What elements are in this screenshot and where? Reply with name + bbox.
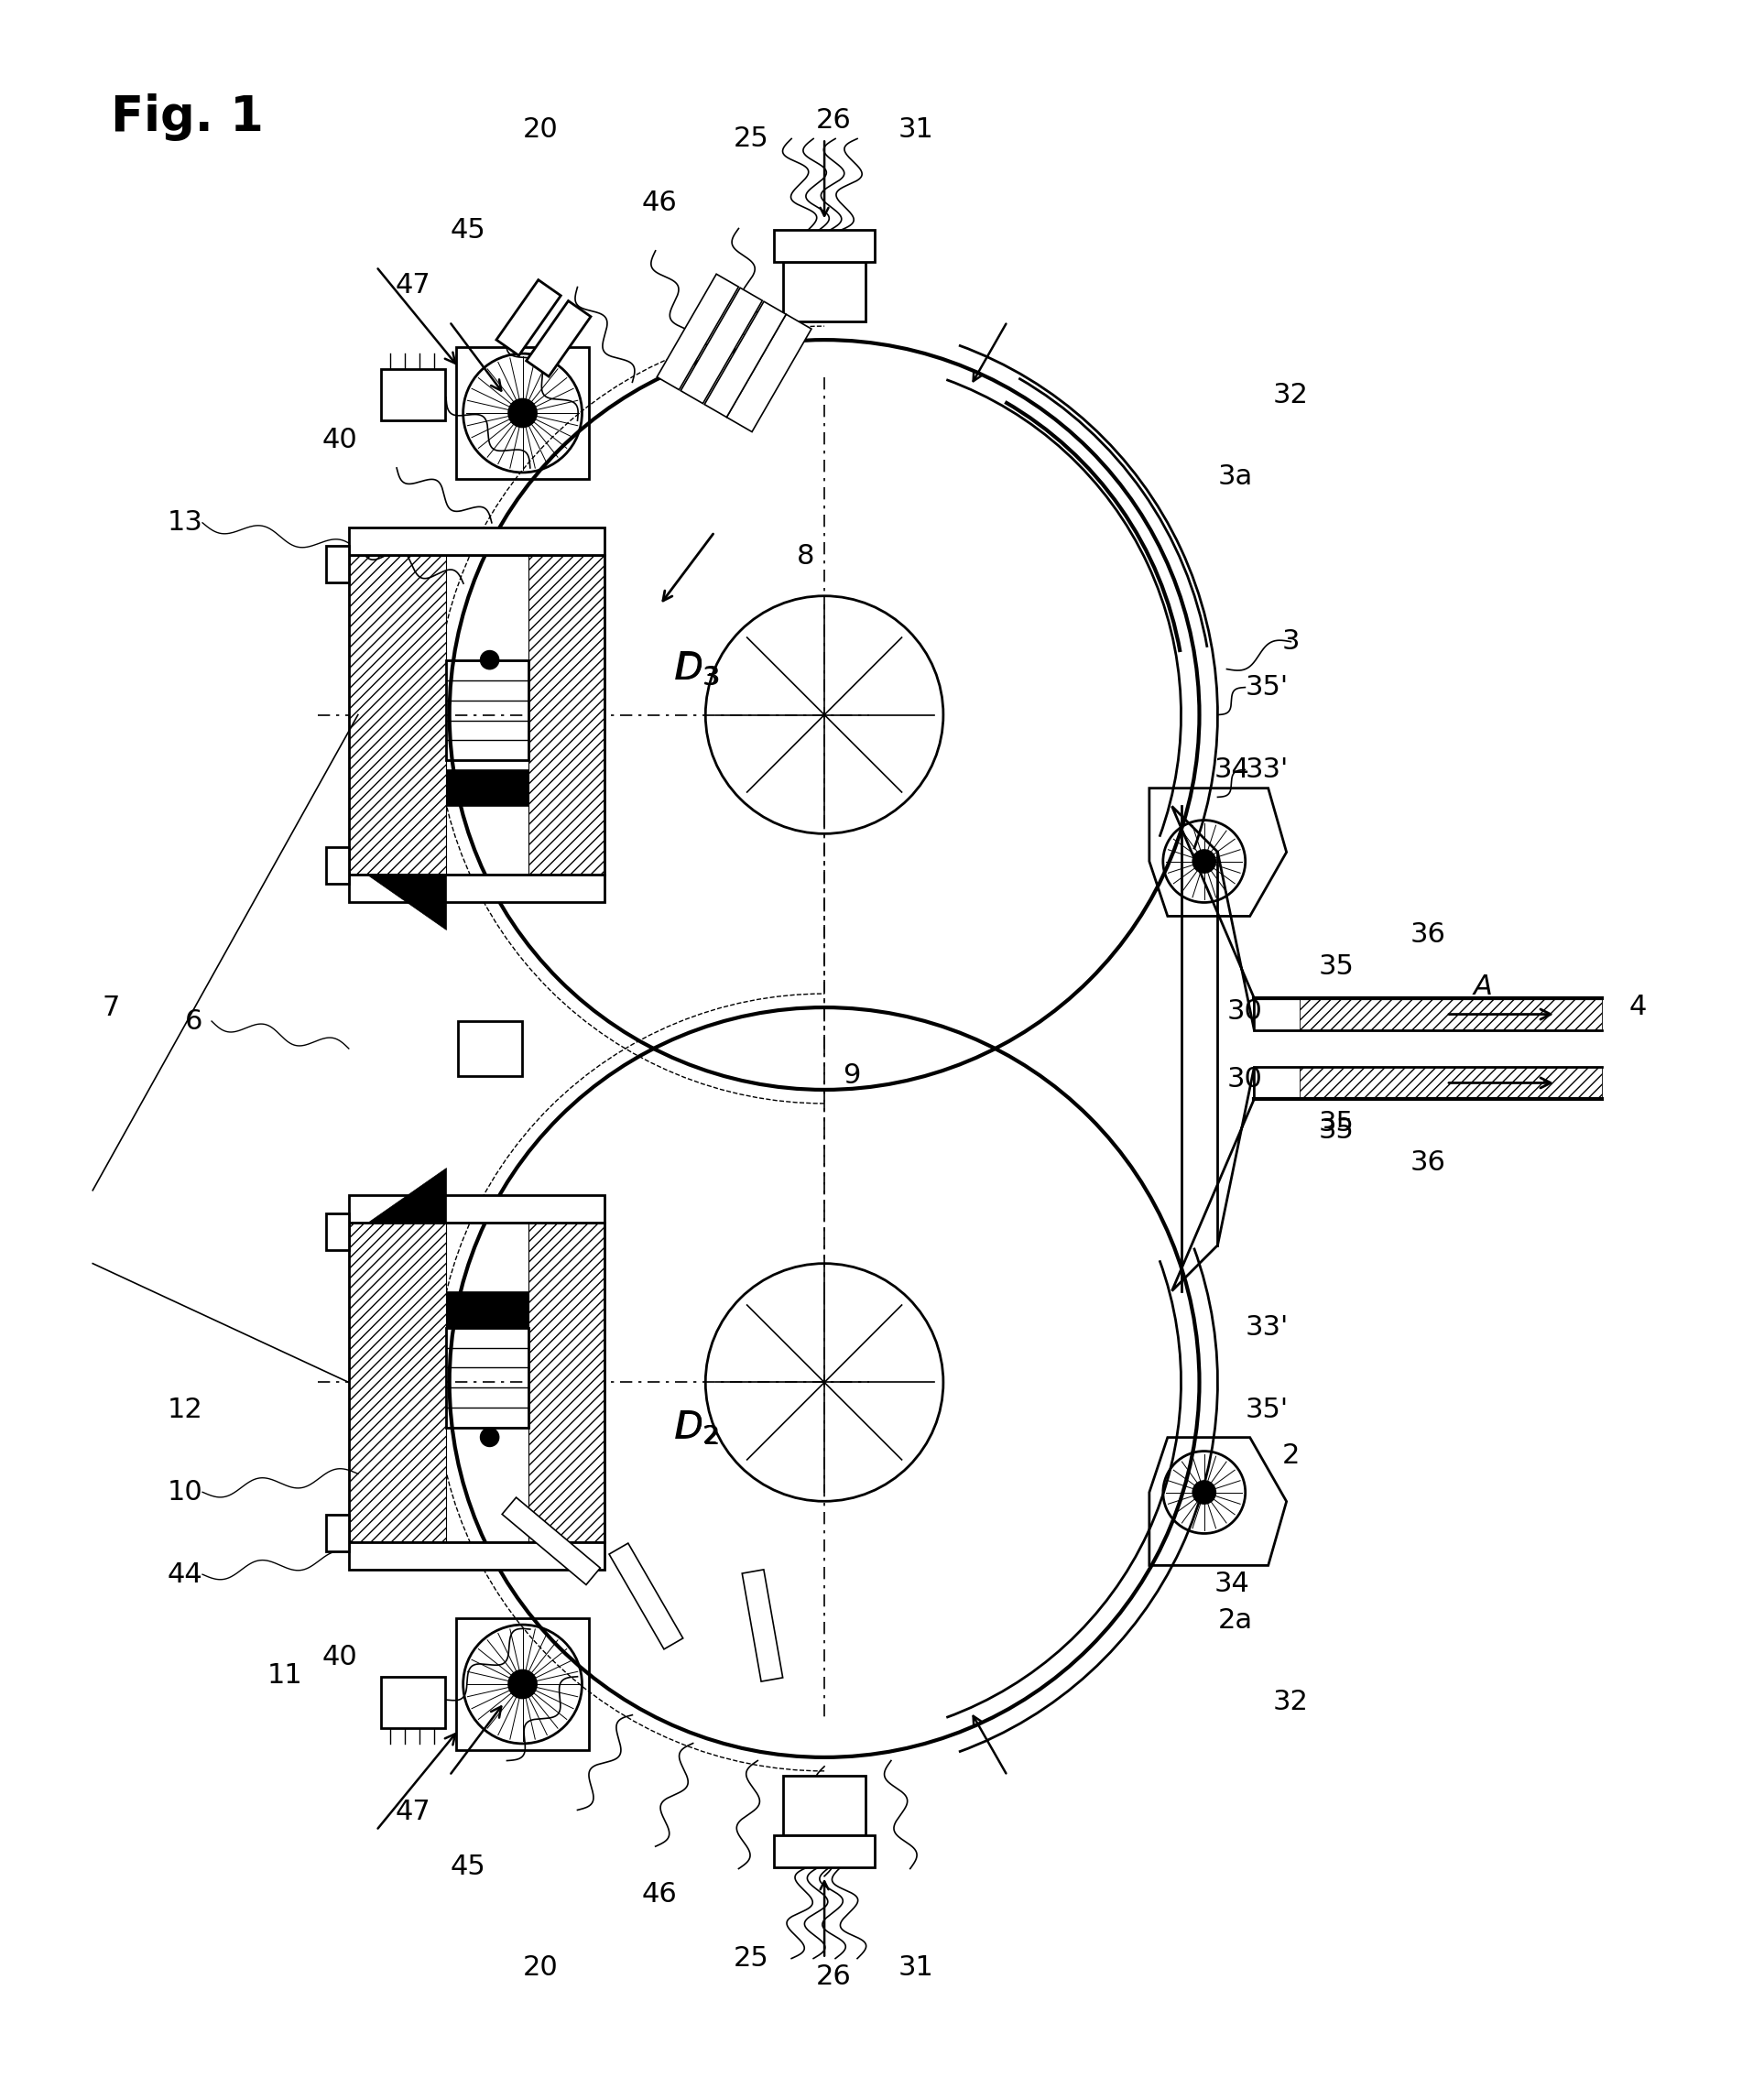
Text: 10: 10 xyxy=(168,1480,203,1505)
Text: 32: 32 xyxy=(1272,1690,1309,1715)
Polygon shape xyxy=(503,1497,600,1585)
Text: 35': 35' xyxy=(1245,674,1288,701)
Bar xyxy=(783,1776,866,1835)
Text: 31: 31 xyxy=(898,1954,933,1981)
Polygon shape xyxy=(367,875,446,930)
Bar xyxy=(349,1222,446,1543)
Polygon shape xyxy=(743,1570,783,1681)
Text: 3: 3 xyxy=(1282,628,1300,655)
Text: 40: 40 xyxy=(321,428,358,453)
Text: 9: 9 xyxy=(843,1062,861,1089)
Polygon shape xyxy=(656,275,739,390)
Text: 7: 7 xyxy=(102,995,120,1020)
Bar xyxy=(457,1020,522,1077)
Bar xyxy=(326,1213,349,1249)
Bar xyxy=(446,1291,527,1327)
Text: 45: 45 xyxy=(450,1853,485,1881)
Bar xyxy=(349,554,446,875)
Polygon shape xyxy=(681,288,762,403)
Text: 20: 20 xyxy=(524,115,559,143)
Text: 11: 11 xyxy=(266,1662,303,1688)
Bar xyxy=(381,369,445,420)
Text: 40: 40 xyxy=(321,1644,358,1671)
Circle shape xyxy=(508,1671,536,1698)
Text: 47: 47 xyxy=(395,1799,430,1826)
Bar xyxy=(349,527,605,554)
Bar xyxy=(349,1543,605,1570)
Text: 34: 34 xyxy=(1214,1570,1249,1597)
Text: 45: 45 xyxy=(450,216,485,243)
Text: 35: 35 xyxy=(1319,1117,1355,1144)
Text: 3a: 3a xyxy=(1217,464,1252,491)
Bar xyxy=(774,231,875,262)
Bar xyxy=(381,1677,445,1727)
Bar xyxy=(326,1515,349,1551)
Text: $D_2$: $D_2$ xyxy=(676,1411,718,1446)
Bar xyxy=(783,262,866,321)
Polygon shape xyxy=(609,1543,683,1650)
Text: 20: 20 xyxy=(524,1954,559,1981)
Text: 36: 36 xyxy=(1409,921,1446,947)
Text: 8: 8 xyxy=(797,544,815,569)
Bar xyxy=(349,1222,605,1543)
Circle shape xyxy=(1192,850,1215,873)
Bar xyxy=(349,554,605,875)
Circle shape xyxy=(508,399,536,426)
Text: 25: 25 xyxy=(734,1946,769,1971)
Text: 46: 46 xyxy=(642,189,677,216)
Bar xyxy=(326,848,349,884)
Text: Fig. 1: Fig. 1 xyxy=(111,92,265,141)
Bar xyxy=(446,770,527,806)
Bar xyxy=(527,554,605,875)
Bar xyxy=(1300,999,1602,1031)
Text: 13: 13 xyxy=(168,510,203,535)
Text: A: A xyxy=(1473,974,1492,999)
Circle shape xyxy=(1192,1482,1215,1503)
Text: 2: 2 xyxy=(1282,1442,1300,1469)
Polygon shape xyxy=(704,302,787,418)
Text: 34: 34 xyxy=(1214,756,1249,783)
Text: $D_3$: $D_3$ xyxy=(674,651,720,688)
Text: 36: 36 xyxy=(1409,1150,1446,1175)
Text: 2a: 2a xyxy=(1217,1608,1252,1633)
Text: 4: 4 xyxy=(1630,993,1648,1020)
Text: 25: 25 xyxy=(734,126,769,151)
Bar xyxy=(326,546,349,581)
Bar xyxy=(446,1327,527,1427)
Text: 30: 30 xyxy=(1226,997,1263,1024)
Polygon shape xyxy=(367,1167,446,1222)
Text: 6: 6 xyxy=(185,1008,203,1035)
Text: 44: 44 xyxy=(168,1562,203,1587)
Circle shape xyxy=(480,651,499,670)
Bar xyxy=(774,1835,875,1866)
Text: 26: 26 xyxy=(815,1963,852,1990)
Text: 26: 26 xyxy=(815,107,852,134)
Text: 46: 46 xyxy=(642,1881,677,1908)
Text: 35: 35 xyxy=(1319,953,1355,980)
Polygon shape xyxy=(727,315,811,432)
Text: 35': 35' xyxy=(1245,1396,1288,1423)
Text: 31: 31 xyxy=(898,115,933,143)
Text: 35: 35 xyxy=(1319,1110,1355,1136)
Text: 12: 12 xyxy=(168,1396,203,1423)
Bar xyxy=(1300,1066,1602,1100)
Circle shape xyxy=(480,1427,499,1446)
Polygon shape xyxy=(526,300,591,376)
Polygon shape xyxy=(496,279,561,355)
Bar xyxy=(349,1194,605,1222)
Bar xyxy=(349,875,605,903)
Text: 33': 33' xyxy=(1245,756,1288,783)
Text: 32: 32 xyxy=(1272,382,1309,407)
Bar xyxy=(446,659,527,760)
Bar xyxy=(527,1222,605,1543)
Text: 30: 30 xyxy=(1226,1066,1263,1094)
Text: 33': 33' xyxy=(1245,1314,1288,1341)
Text: $D_2$: $D_2$ xyxy=(674,1408,720,1448)
Text: 47: 47 xyxy=(395,271,430,298)
Text: $D_3$: $D_3$ xyxy=(676,651,718,686)
